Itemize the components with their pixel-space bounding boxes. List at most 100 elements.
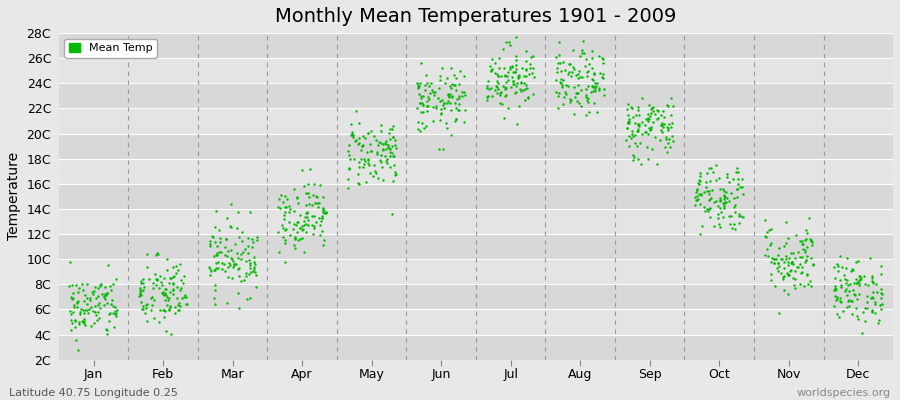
Bar bbox=[58, 234, 893, 259]
Point bbox=[69, 282, 84, 288]
Point bbox=[830, 294, 844, 300]
Point bbox=[514, 80, 528, 86]
Point bbox=[553, 38, 567, 45]
Point bbox=[805, 239, 819, 246]
Point bbox=[316, 208, 330, 215]
Point bbox=[300, 208, 314, 215]
Point bbox=[586, 77, 600, 84]
Point bbox=[763, 277, 778, 283]
Point bbox=[386, 178, 400, 184]
Point bbox=[386, 123, 400, 129]
Point bbox=[249, 272, 264, 278]
Point bbox=[287, 244, 302, 251]
Point bbox=[850, 258, 865, 264]
Point bbox=[523, 65, 537, 72]
Point bbox=[488, 70, 502, 76]
Point bbox=[791, 248, 806, 255]
Point bbox=[583, 89, 598, 96]
Point bbox=[788, 282, 802, 288]
Point bbox=[101, 262, 115, 269]
Point bbox=[782, 272, 796, 278]
Point bbox=[452, 107, 466, 113]
Point bbox=[96, 301, 111, 308]
Point bbox=[220, 248, 235, 255]
Point bbox=[158, 292, 173, 298]
Point bbox=[152, 285, 166, 292]
Point bbox=[552, 89, 566, 96]
Point bbox=[693, 172, 707, 179]
Point bbox=[492, 90, 507, 96]
Point bbox=[642, 125, 656, 131]
Point bbox=[651, 114, 665, 121]
Point bbox=[797, 237, 812, 243]
Point bbox=[508, 69, 523, 75]
Point bbox=[226, 264, 240, 270]
Point bbox=[736, 214, 751, 220]
Text: Latitude 40.75 Longitude 0.25: Latitude 40.75 Longitude 0.25 bbox=[9, 388, 178, 398]
Point bbox=[231, 234, 246, 240]
Point bbox=[662, 144, 677, 150]
Point bbox=[777, 287, 791, 294]
Point bbox=[852, 273, 867, 280]
Point bbox=[382, 164, 397, 170]
Point bbox=[559, 82, 573, 88]
Point bbox=[223, 247, 238, 253]
Point bbox=[319, 209, 333, 216]
Point bbox=[596, 75, 610, 82]
Point bbox=[480, 82, 494, 89]
Point bbox=[630, 128, 644, 134]
Point bbox=[781, 290, 796, 297]
Point bbox=[203, 238, 218, 244]
Point bbox=[505, 64, 519, 70]
Point bbox=[788, 254, 802, 261]
Point bbox=[874, 290, 888, 296]
Point bbox=[230, 250, 244, 256]
Point bbox=[228, 241, 242, 248]
Point bbox=[293, 224, 308, 231]
Point bbox=[140, 251, 154, 257]
Point bbox=[240, 249, 255, 256]
Point bbox=[345, 132, 359, 138]
Point bbox=[278, 193, 293, 199]
Point bbox=[93, 304, 107, 311]
Point bbox=[494, 88, 508, 95]
Point bbox=[279, 196, 293, 202]
Point bbox=[449, 96, 464, 102]
Point bbox=[491, 80, 505, 86]
Point bbox=[778, 219, 793, 225]
Point bbox=[133, 280, 148, 286]
Point bbox=[713, 186, 727, 192]
Point bbox=[346, 156, 361, 162]
Point bbox=[835, 264, 850, 270]
Point bbox=[705, 187, 719, 193]
Point bbox=[522, 71, 536, 78]
Point bbox=[178, 301, 193, 307]
Point bbox=[65, 296, 79, 302]
Point bbox=[523, 61, 537, 68]
Point bbox=[729, 168, 743, 175]
Point bbox=[157, 275, 171, 282]
Point bbox=[411, 91, 426, 98]
Point bbox=[386, 162, 400, 168]
Point bbox=[102, 311, 116, 317]
Point bbox=[580, 97, 594, 103]
Point bbox=[364, 148, 379, 154]
Point bbox=[388, 171, 402, 178]
Point bbox=[436, 105, 451, 111]
Point bbox=[238, 258, 253, 264]
Point bbox=[222, 223, 237, 229]
Point bbox=[452, 95, 466, 102]
Point bbox=[634, 119, 649, 125]
Point bbox=[555, 84, 570, 90]
Point bbox=[508, 90, 522, 96]
Point bbox=[454, 88, 469, 95]
Point bbox=[133, 285, 148, 291]
Point bbox=[80, 307, 94, 314]
Point bbox=[727, 221, 742, 228]
Point bbox=[501, 77, 516, 84]
Point bbox=[142, 276, 157, 283]
Point bbox=[575, 38, 590, 44]
Point bbox=[411, 84, 426, 91]
Point bbox=[777, 259, 791, 265]
Point bbox=[104, 287, 119, 293]
